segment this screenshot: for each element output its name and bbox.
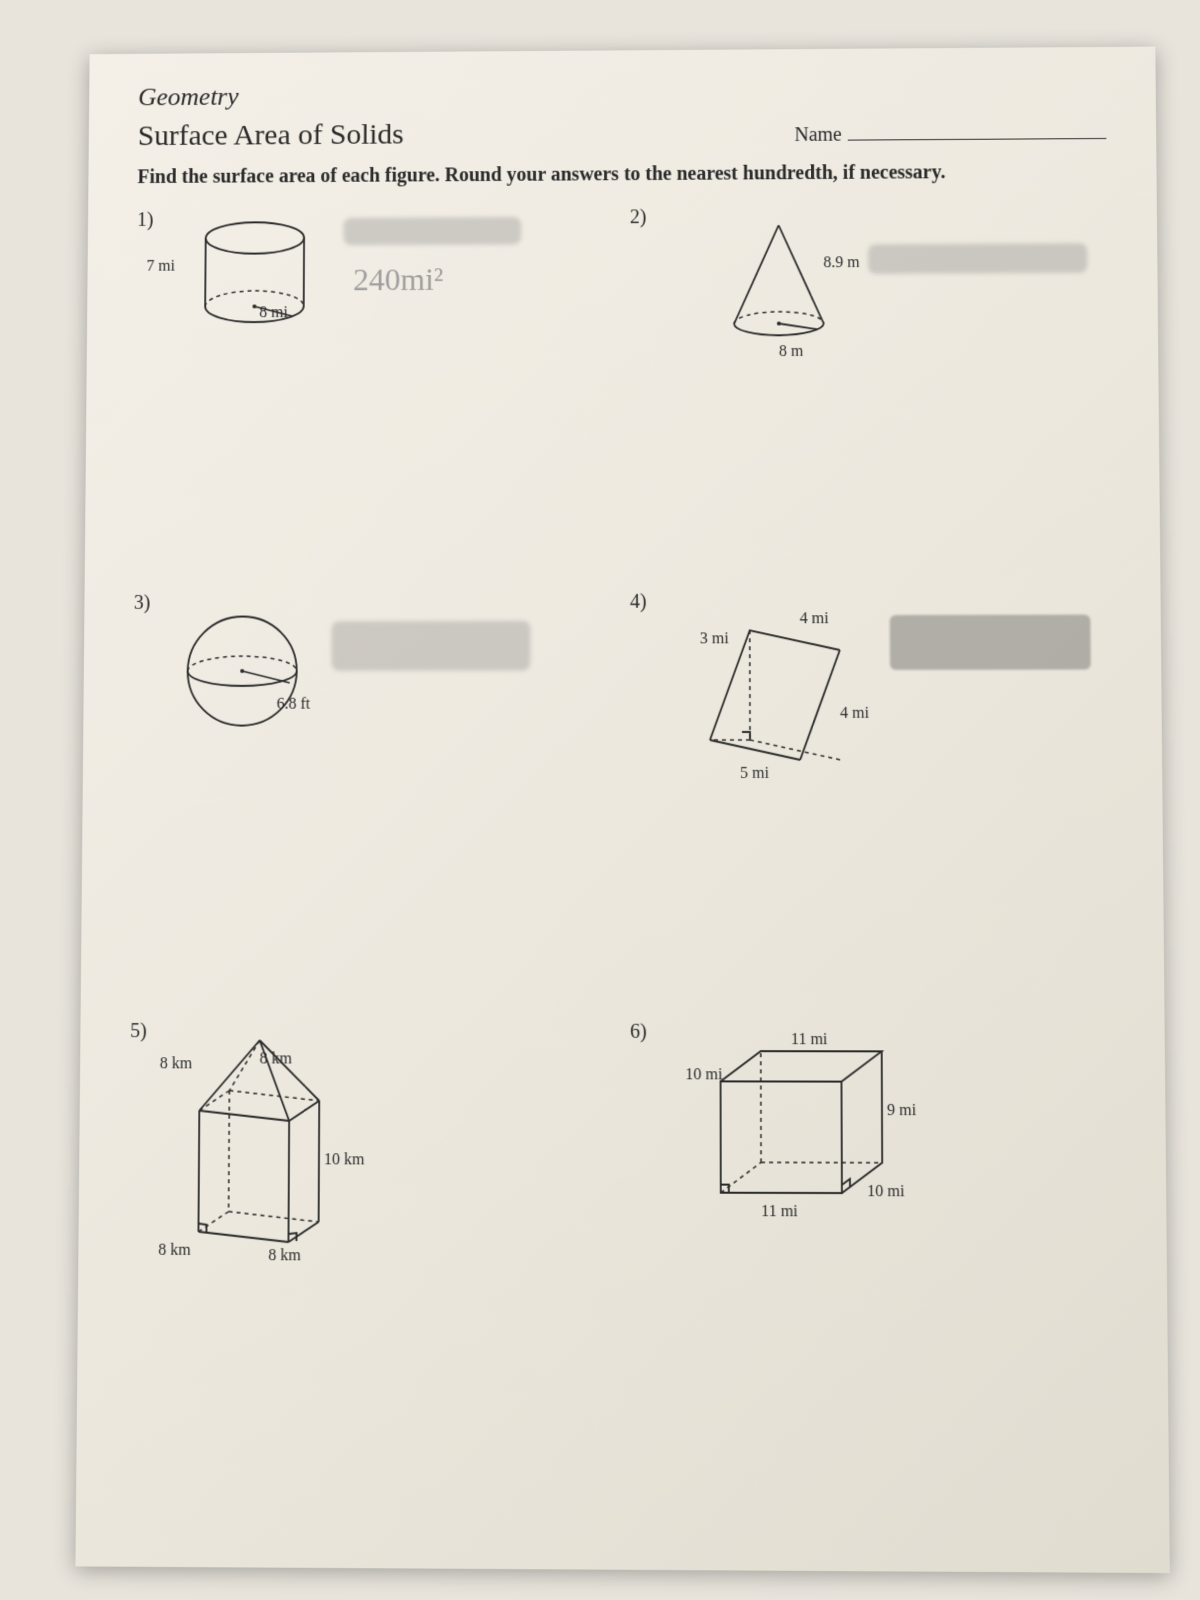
dim-tri-side: 4 mi [800, 610, 829, 628]
eraser-mark [343, 217, 521, 245]
problem-3: 3) 6.8 ft [130, 591, 610, 1011]
figure-pyramid-prism: 8 km 8 km 10 km 8 km 8 km [168, 1030, 610, 1278]
figure-sphere: 6.8 ft [172, 601, 610, 756]
name-blank-line [848, 138, 1107, 141]
dim-slant1: 8 km [160, 1055, 192, 1073]
problem-number: 3) [134, 592, 151, 615]
subject-label: Geometry [138, 76, 1106, 112]
dim-height: 10 km [324, 1151, 365, 1169]
dim-base2: 8 km [268, 1247, 301, 1265]
dim-bot-w: 11 mi [761, 1203, 798, 1221]
dim-base1: 8 km [158, 1242, 191, 1260]
dim-radius: 6.8 ft [277, 696, 311, 714]
dim-slant2: 8 km [260, 1050, 293, 1068]
name-field: Name [794, 122, 1106, 147]
problem-1: 1) 7 mi 8 mi 240mi² [134, 207, 610, 583]
dim-diameter: 8 m [779, 343, 803, 361]
problem-number: 5) [130, 1020, 147, 1043]
problem-number: 1) [137, 209, 154, 232]
dim-top-w: 11 mi [791, 1031, 828, 1049]
worksheet-title: Surface Area of Solids [138, 118, 404, 153]
figure-cylinder: 7 mi 8 mi 240mi² [175, 216, 610, 341]
figure-rectangular-prism: 11 mi 10 mi 9 mi 11 mi 10 mi [690, 1031, 1115, 1240]
dim-height: 7 mi [146, 258, 175, 276]
problem-5: 5) [127, 1020, 610, 1406]
eraser-mark [331, 621, 530, 671]
figure-triangular-prism: 3 mi 4 mi 4 mi 5 mi [690, 600, 1112, 785]
pencil-scribble [890, 615, 1091, 670]
worksheet-paper: Geometry Surface Area of Solids Name Fin… [75, 47, 1169, 1574]
eraser-mark [868, 243, 1087, 274]
dim-radius: 8 mi [259, 304, 288, 322]
problem-number: 6) [630, 1021, 647, 1044]
problem-number: 4) [630, 591, 647, 614]
problem-4: 4) 3 mi 4 mi 4 mi 5 mi [630, 590, 1114, 1012]
problems-grid: 1) 7 mi 8 mi 240mi² 2) [127, 204, 1117, 1409]
problem-number: 2) [630, 206, 647, 229]
figure-cone: 8.9 m 8 m [709, 214, 1108, 359]
handwritten-answer: 240mi² [353, 261, 443, 298]
dim-height: 9 mi [887, 1102, 916, 1120]
dim-base: 5 mi [740, 765, 769, 783]
instructions-text: Find the surface area of each figure. Ro… [137, 159, 1106, 190]
dim-depth: 4 mi [840, 705, 869, 723]
problem-6: 6) 11 mi 10 mi [630, 1021, 1117, 1409]
worksheet-header: Geometry Surface Area of Solids Name Fin… [137, 76, 1106, 190]
problem-2: 2) 8.9 m 8 m [630, 204, 1110, 581]
dim-bot-d: 10 mi [867, 1183, 904, 1201]
dim-slant: 8.9 m [823, 254, 859, 272]
dim-tri-height: 3 mi [700, 630, 729, 648]
dim-top-d: 10 mi [685, 1066, 722, 1084]
name-label: Name [794, 124, 841, 146]
